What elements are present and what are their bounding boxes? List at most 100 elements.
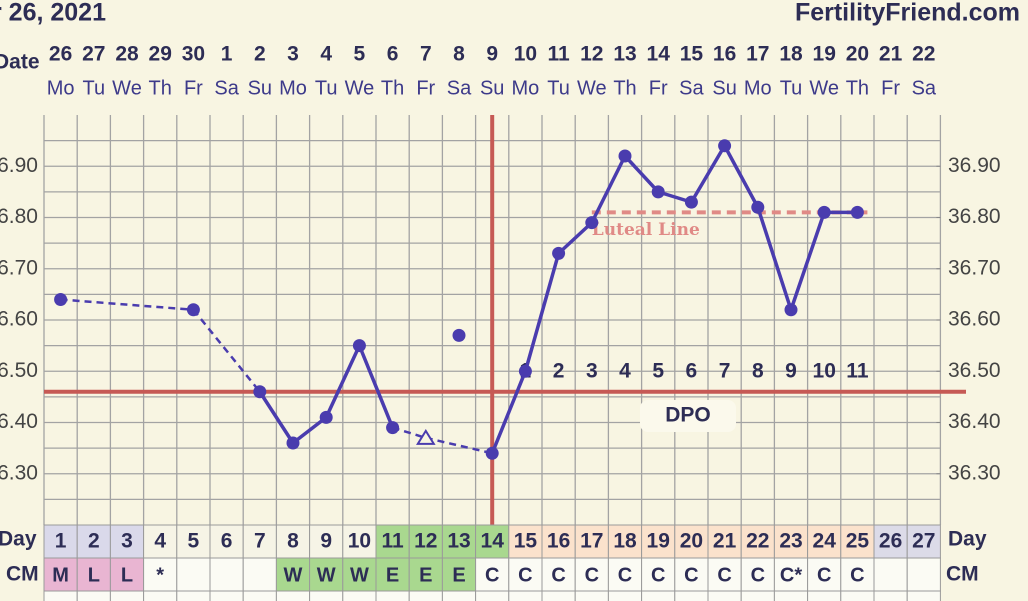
weekday-label: Su — [712, 77, 736, 99]
date-label[interactable]: 22 — [912, 43, 935, 66]
date-label[interactable]: 13 — [613, 43, 636, 66]
date-label[interactable]: 19 — [813, 43, 836, 66]
cycle-day: 13 — [447, 530, 470, 553]
cycle-day: 20 — [680, 530, 703, 553]
cm-cell[interactable] — [176, 557, 211, 592]
cm-cell[interactable] — [209, 557, 244, 592]
cm-cell[interactable] — [242, 557, 277, 592]
date-label[interactable]: 16 — [713, 43, 736, 66]
site-name[interactable]: FertilityFriend.com — [795, 0, 1020, 27]
cm-cell[interactable] — [607, 557, 643, 592]
cm-value: C — [717, 564, 731, 586]
cycle-day: 6 — [221, 530, 233, 553]
temp-point[interactable] — [618, 149, 632, 163]
date-label[interactable]: 4 — [320, 43, 332, 66]
temp-point[interactable] — [253, 385, 267, 399]
date-label[interactable]: 18 — [779, 43, 803, 66]
date-label[interactable]: 3 — [287, 43, 299, 66]
date-label[interactable]: 7 — [420, 43, 432, 66]
day-cell — [242, 524, 277, 559]
temp-point[interactable] — [319, 410, 333, 424]
cycle-day: 19 — [647, 530, 670, 553]
temp-point[interactable] — [352, 339, 366, 353]
temp-segment — [689, 144, 727, 204]
temp-point[interactable] — [817, 205, 831, 219]
weekday-label: Sa — [679, 77, 704, 99]
temp-point[interactable] — [718, 139, 732, 153]
date-label[interactable]: 29 — [149, 43, 172, 66]
day-cell — [906, 524, 941, 559]
y-tick-label-right: 36.30 — [948, 461, 1001, 484]
temp-point[interactable] — [684, 195, 698, 209]
next-row-cell — [275, 590, 311, 601]
date-label[interactable]: 11 — [547, 43, 570, 66]
date-label[interactable]: 1 — [221, 43, 233, 66]
cm-label: CM — [6, 563, 39, 586]
temp-segment — [324, 344, 361, 419]
next-row-cell — [408, 590, 443, 601]
temp-point[interactable] — [54, 293, 68, 306]
temp-point[interactable] — [452, 328, 466, 342]
date-label[interactable]: 2 — [254, 43, 266, 66]
cm-cell[interactable] — [109, 557, 145, 592]
date-label[interactable]: 30 — [182, 43, 205, 66]
dpo-number: 11 — [846, 360, 869, 383]
date-label[interactable]: 8 — [453, 43, 465, 66]
date-label[interactable]: 12 — [580, 43, 603, 66]
date-label[interactable]: 27 — [82, 43, 105, 66]
dpo-number: 3 — [586, 360, 598, 383]
date-label[interactable]: 6 — [387, 43, 399, 66]
weekday-label: Tu — [547, 77, 570, 99]
temp-point[interactable] — [518, 364, 532, 378]
date-label[interactable]: 26 — [49, 43, 72, 66]
next-row-cell — [143, 590, 178, 601]
dpo-number: 9 — [785, 360, 797, 383]
cm-cell[interactable] — [641, 557, 676, 592]
temp-segment — [623, 154, 660, 194]
next-row-cell — [309, 590, 344, 601]
temp-point[interactable] — [585, 216, 599, 230]
temp-segment — [789, 211, 826, 311]
cycle-day: 24 — [813, 530, 837, 553]
temp-point[interactable] — [386, 421, 400, 435]
date-label[interactable]: 20 — [846, 43, 869, 66]
date-label[interactable]: 21 — [879, 43, 903, 66]
cm-value: C — [585, 564, 599, 586]
temp-point[interactable] — [651, 185, 665, 199]
weekday-label: Fr — [649, 77, 668, 99]
cycle-day: 3 — [121, 530, 133, 553]
cycle-day: 18 — [613, 530, 637, 553]
cm-value: E — [386, 564, 399, 586]
date-label[interactable]: 17 — [746, 43, 769, 66]
temp-point[interactable] — [286, 436, 300, 450]
cycle-day: 10 — [348, 530, 371, 553]
date-label[interactable]: 28 — [115, 43, 139, 66]
day-cell — [209, 524, 244, 559]
temp-point[interactable] — [850, 205, 864, 219]
temp-point-open[interactable] — [416, 428, 436, 445]
weekday-label: Fr — [881, 77, 900, 99]
temp-point[interactable] — [485, 446, 499, 460]
date-label[interactable]: 15 — [680, 43, 704, 66]
date-label[interactable]: 5 — [354, 43, 366, 66]
cm-cell[interactable] — [906, 557, 941, 592]
cm-value: E — [419, 564, 432, 586]
weekday-label: Th — [149, 77, 172, 99]
cm-cell[interactable] — [674, 557, 709, 592]
temp-point[interactable] — [784, 303, 798, 317]
date-label[interactable]: 10 — [514, 43, 537, 66]
temp-point[interactable] — [751, 200, 765, 214]
date-label[interactable]: 14 — [647, 43, 671, 66]
cm-cell[interactable] — [807, 557, 842, 592]
temp-point[interactable] — [552, 246, 566, 260]
cm-cell[interactable] — [873, 557, 908, 592]
date-label[interactable]: 9 — [486, 43, 498, 66]
dpo-number: 8 — [752, 360, 764, 383]
next-row-cell — [441, 590, 477, 601]
temp-point[interactable] — [186, 303, 200, 317]
cm-cell[interactable] — [375, 557, 410, 592]
y-tick-label: 36.80 — [0, 205, 38, 228]
next-row-cell — [906, 590, 941, 601]
cm-cell[interactable] — [143, 557, 178, 592]
date-label: Date — [0, 51, 40, 74]
